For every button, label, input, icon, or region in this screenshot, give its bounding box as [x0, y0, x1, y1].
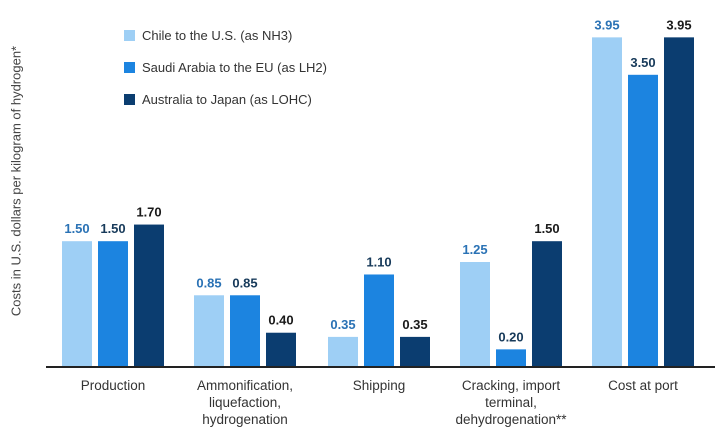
bar-saudi-4: [628, 74, 658, 367]
legend-swatch-saudi: [124, 61, 135, 73]
bar-australia-4: [664, 37, 694, 367]
data-label-saudi-4: 3.50: [630, 55, 655, 70]
data-label-chile-4: 3.95: [594, 17, 619, 32]
bar-chile-1: [194, 295, 224, 366]
legend-item: Australia to Japan (as LOHC): [124, 91, 327, 107]
bar-chile-2: [328, 336, 358, 366]
legend-label-saudi: Saudi Arabia to the EU (as LH2): [142, 59, 327, 75]
x-category-label: Production: [80, 378, 146, 393]
data-label-chile-2: 0.35: [330, 317, 355, 332]
bars-group: [62, 37, 694, 367]
data-label-chile-3: 1.25: [462, 242, 487, 257]
data-label-australia-4: 3.95: [666, 17, 691, 32]
legend-swatch-australia: [124, 93, 135, 105]
x-category-label: Cost at port: [608, 378, 678, 393]
data-label-australia-1: 0.40: [268, 313, 293, 328]
legend: Chile to the U.S. (as NH3) Saudi Arabia …: [124, 28, 327, 124]
legend-swatch-chile: [124, 29, 135, 41]
x-category-label: Shipping: [352, 378, 406, 393]
bar-chile-0: [62, 241, 92, 366]
bar-saudi-1: [230, 295, 260, 366]
bar-australia-1: [266, 332, 296, 366]
data-label-saudi-0: 1.50: [100, 221, 125, 236]
bar-chile-3: [460, 262, 490, 366]
legend-item: Chile to the U.S. (as NH3): [124, 27, 327, 43]
bar-australia-2: [400, 336, 430, 366]
data-labels-group: 1.50 1.50 1.70 0.85 0.85 0.40 0.35 1.10 0.35 1.25…: [64, 17, 691, 344]
data-label-saudi-3: 0.20: [498, 329, 523, 344]
data-label-australia-3: 1.50: [534, 221, 559, 236]
bar-saudi-0: [98, 241, 128, 366]
y-axis-label: Costs in U.S. dollars per kilogram of hy…: [8, 45, 24, 317]
bar-chile-4: [592, 37, 622, 367]
legend-label-australia: Australia to Japan (as LOHC): [142, 91, 312, 107]
bar-saudi-3: [496, 349, 526, 366]
data-label-chile-1: 0.85: [196, 275, 221, 290]
bar-australia-3: [532, 241, 562, 366]
data-label-chile-0: 1.50: [64, 221, 89, 236]
data-label-australia-2: 0.35: [402, 317, 427, 332]
data-label-saudi-1: 0.85: [232, 275, 257, 290]
x-category-label: Cracking, import terminal, dehydrogenati…: [455, 378, 567, 427]
bar-australia-0: [134, 224, 164, 366]
legend-item: Saudi Arabia to the EU (as LH2): [124, 59, 327, 75]
data-label-australia-0: 1.70: [136, 205, 161, 220]
x-category-label: Ammonification, liquefaction, hydrogenat…: [196, 378, 294, 427]
legend-label-chile: Chile to the U.S. (as NH3): [142, 27, 293, 43]
data-label-saudi-2: 1.10: [366, 254, 391, 269]
bar-saudi-2: [364, 274, 394, 366]
